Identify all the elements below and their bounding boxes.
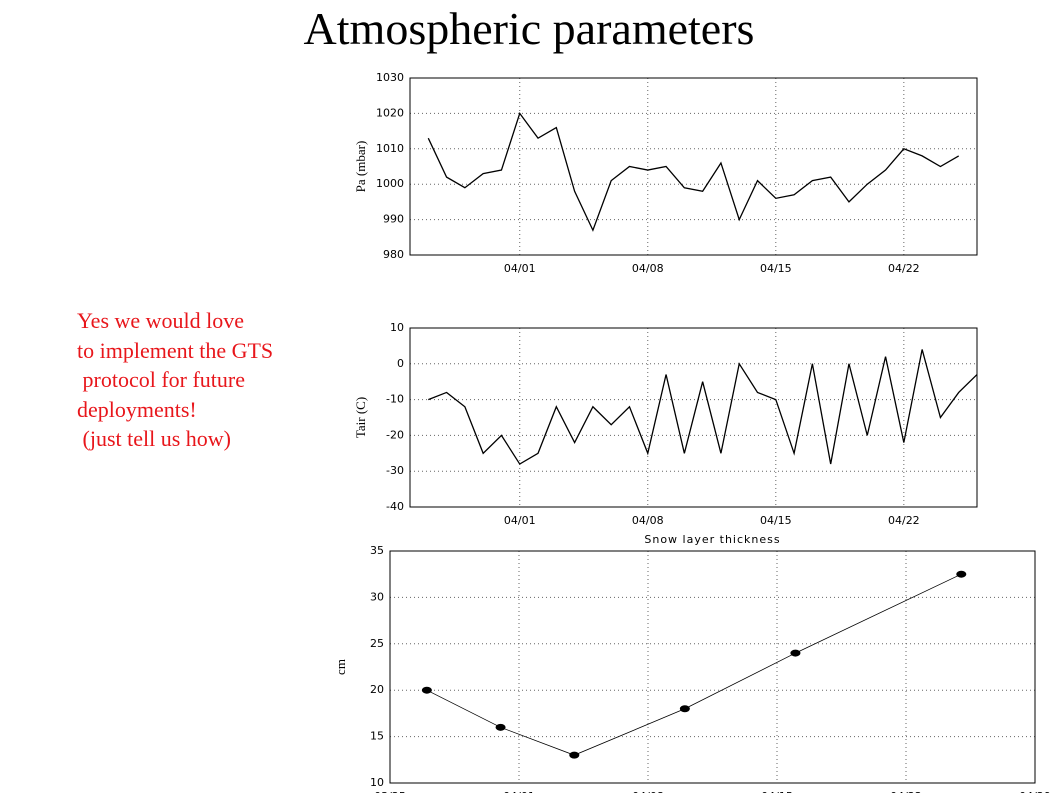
y-tick-label: 980 [383, 248, 404, 261]
y-tick-label: 1000 [376, 177, 404, 190]
y-tick-label: 15 [370, 730, 384, 743]
y-tick-label: 0 [397, 357, 404, 370]
y-tick-label: -10 [386, 393, 404, 406]
y-tick-label: 10 [390, 321, 404, 334]
data-point [679, 705, 690, 713]
y-tick-label: 35 [370, 544, 384, 557]
note: Yes we would love to implement the GTS pr… [77, 306, 273, 454]
note-line: Yes we would love [77, 308, 245, 333]
x-tick-label: 04/15 [761, 790, 793, 793]
x-tick-label: 04/01 [504, 514, 536, 527]
x-tick-label: 04/22 [888, 262, 920, 275]
data-line [426, 573, 962, 756]
x-tick-label: 04/15 [760, 262, 792, 275]
data-point [421, 686, 432, 694]
x-tick-label: 03/25 [374, 790, 406, 793]
note-line: (just tell us how) [77, 426, 232, 451]
x-tick-label: 04/08 [632, 514, 664, 527]
y-axis-label: Pa (mbar) [353, 141, 368, 193]
note-line: to implement the GTS [77, 337, 274, 363]
note-line: deployments! [77, 396, 197, 422]
data-point [569, 751, 580, 759]
y-tick-label: -30 [386, 464, 404, 477]
y-tick-label: 25 [370, 637, 384, 650]
x-tick-label: 04/22 [890, 790, 922, 793]
x-tick-label: 04/01 [503, 790, 535, 793]
note-line: protocol for future [77, 367, 246, 392]
x-tick-label: 04/22 [888, 514, 920, 527]
slide-title: Atmospheric parameters [303, 3, 755, 54]
plot-frame [389, 550, 1036, 784]
x-tick-label: 04/15 [760, 514, 792, 527]
data-point [956, 570, 967, 578]
y-tick-label: 10 [370, 776, 384, 789]
data-point [495, 723, 506, 731]
x-tick-label: 04/08 [632, 790, 664, 793]
data-point [790, 649, 801, 657]
y-tick-label: 990 [383, 213, 404, 226]
plot-frame [409, 327, 978, 508]
chart-title: Snow layer thickness [644, 533, 780, 546]
data-line [428, 349, 978, 465]
y-tick-label: 1010 [376, 142, 404, 155]
plot-frame [409, 77, 978, 256]
y-tick-label: 20 [370, 683, 384, 696]
y-tick-label: 1030 [376, 71, 404, 84]
y-axis-label: Tair (C) [353, 397, 368, 438]
y-tick-label: -20 [386, 428, 404, 441]
x-tick-label: 04/01 [504, 262, 536, 275]
x-tick-label: 04/08 [632, 262, 664, 275]
x-tick-label: 04/29 [1019, 790, 1051, 793]
data-line [427, 111, 960, 232]
y-axis-label: cm [333, 659, 348, 675]
y-tick-label: 30 [370, 590, 384, 603]
y-tick-label: -40 [386, 500, 404, 513]
y-tick-label: 1020 [376, 106, 404, 119]
